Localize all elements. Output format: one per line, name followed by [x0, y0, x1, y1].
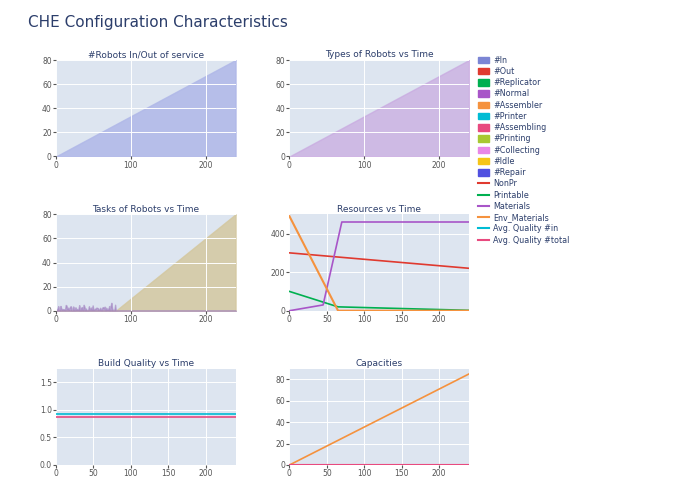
Title: Types of Robots vs Time: Types of Robots vs Time: [325, 50, 433, 59]
Title: Resources vs Time: Resources vs Time: [337, 204, 421, 214]
Legend: #In, #Out, #Replicator, #Normal, #Assembler, #Printer, #Assembling, #Printing, #: #In, #Out, #Replicator, #Normal, #Assemb…: [477, 54, 571, 246]
Title: #Robots In/Out of service: #Robots In/Out of service: [88, 50, 204, 59]
Text: CHE Configuration Characteristics: CHE Configuration Characteristics: [28, 15, 288, 30]
Title: Build Quality vs Time: Build Quality vs Time: [98, 359, 194, 368]
Title: Capacities: Capacities: [356, 359, 402, 368]
Title: Tasks of Robots vs Time: Tasks of Robots vs Time: [92, 204, 200, 214]
